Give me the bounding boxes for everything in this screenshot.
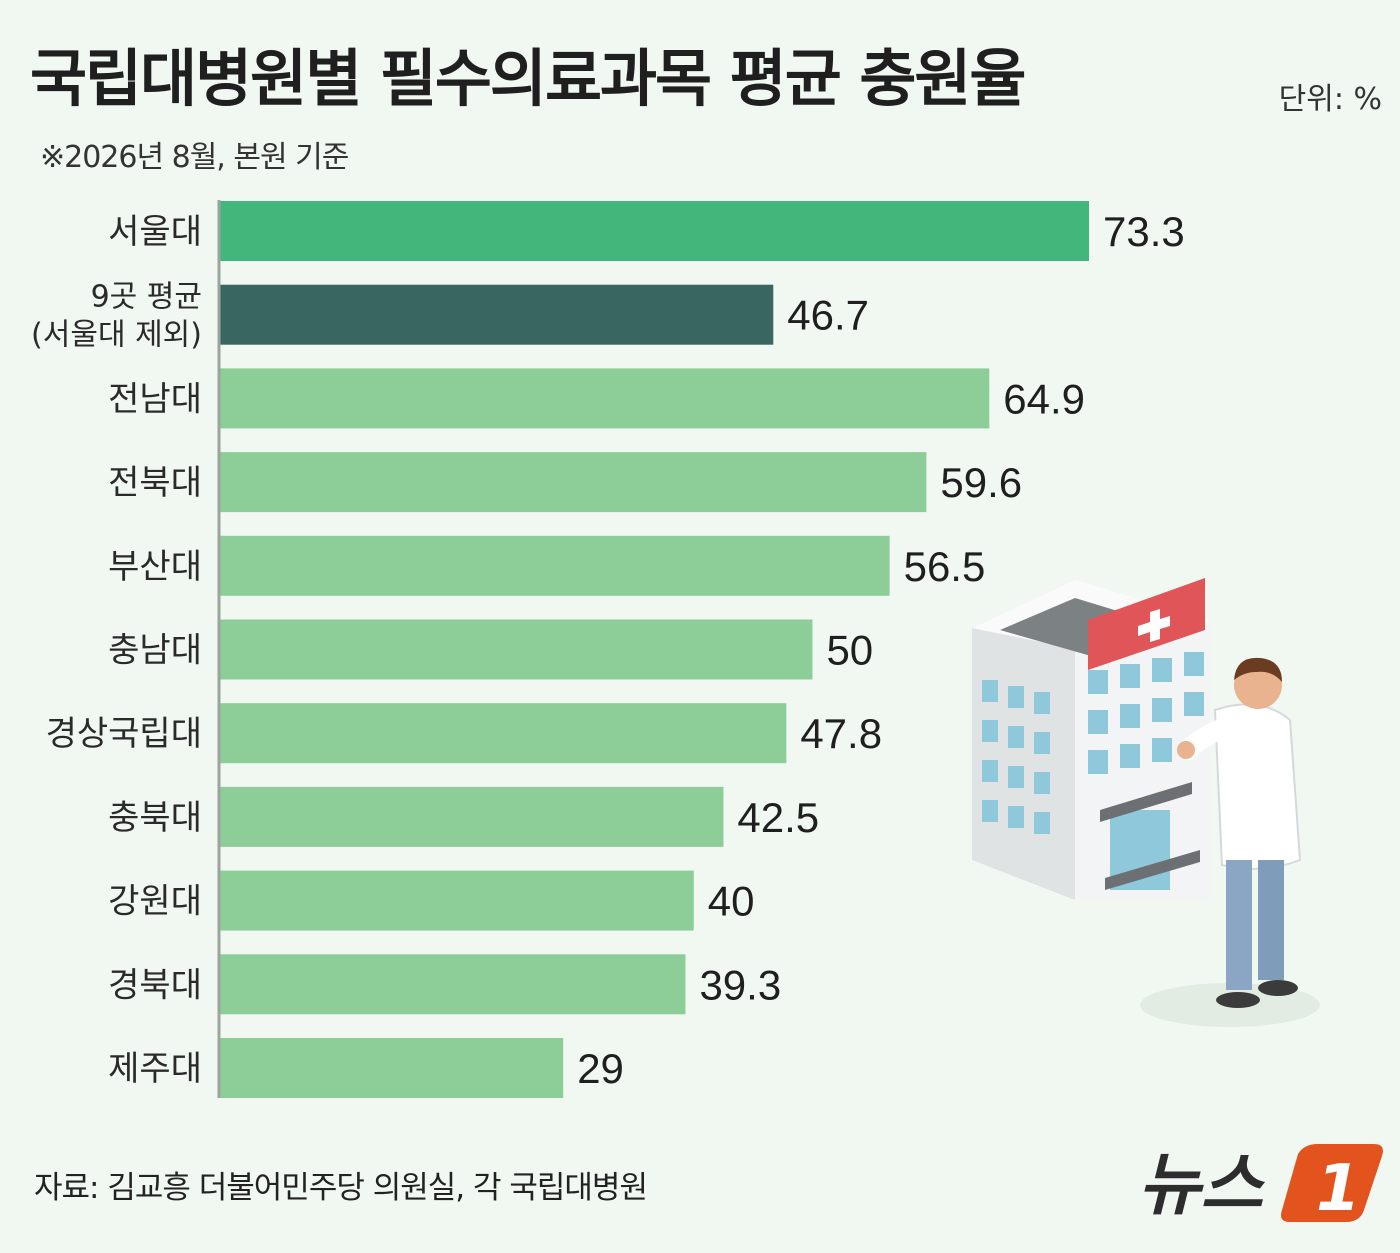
value-label: 64.9 xyxy=(1003,375,1085,422)
bar xyxy=(219,201,1089,261)
category-label: 전북대 xyxy=(108,463,202,503)
category-label: 부산대 xyxy=(108,547,202,587)
chart-note: ※2026년 8월, 본원 기준 xyxy=(40,140,349,175)
bar xyxy=(219,786,724,847)
category-label: 9곳 평균 (서울대 제외) xyxy=(31,280,202,353)
category-label: 서울대 xyxy=(108,212,202,252)
bar xyxy=(219,368,990,429)
bars-group: 73.3 서울대 46.7 9곳 평균 (서울대 제외) 64.9 전남대 59.6 전북대 56… xyxy=(31,201,1185,1098)
source-note: 자료: 김교흥 더불어민주당 의원실, 각 국립대병원 xyxy=(34,1170,648,1206)
category-label: 제주대 xyxy=(108,1049,202,1089)
value-label: 39.3 xyxy=(699,961,781,1008)
value-label: 40 xyxy=(708,878,755,925)
category-label: 충남대 xyxy=(108,631,202,671)
bar xyxy=(219,535,890,596)
logo-text: 뉴스 xyxy=(1138,1146,1266,1225)
hospital-doctor-illustration xyxy=(972,578,1320,1027)
unit-label: 단위: % xyxy=(1278,82,1382,117)
category-label: 경상국립대 xyxy=(46,714,202,754)
category-label: 충북대 xyxy=(108,798,202,838)
value-label: 29 xyxy=(577,1045,624,1092)
category-label: 강원대 xyxy=(108,882,202,922)
logo-number: 1 xyxy=(1316,1152,1361,1226)
bar xyxy=(219,870,694,931)
value-label: 73.3 xyxy=(1103,208,1185,255)
value-label: 50 xyxy=(826,627,873,674)
bar xyxy=(219,954,686,1015)
category-label: 경북대 xyxy=(108,965,202,1005)
value-label: 46.7 xyxy=(787,292,869,339)
value-label: 47.8 xyxy=(800,710,882,757)
value-label: 42.5 xyxy=(737,794,819,841)
chart-title: 국립대병원별 필수의료과목 평균 충원율 xyxy=(30,42,1026,115)
bar xyxy=(219,284,774,345)
bar xyxy=(219,619,813,680)
bar xyxy=(219,452,927,513)
bar xyxy=(219,703,787,764)
news1-logo: 뉴스 1 xyxy=(1138,1144,1383,1226)
bar xyxy=(219,1038,564,1098)
value-label: 56.5 xyxy=(904,543,986,590)
category-label: 전남대 xyxy=(108,379,202,419)
value-label: 59.6 xyxy=(940,459,1022,506)
